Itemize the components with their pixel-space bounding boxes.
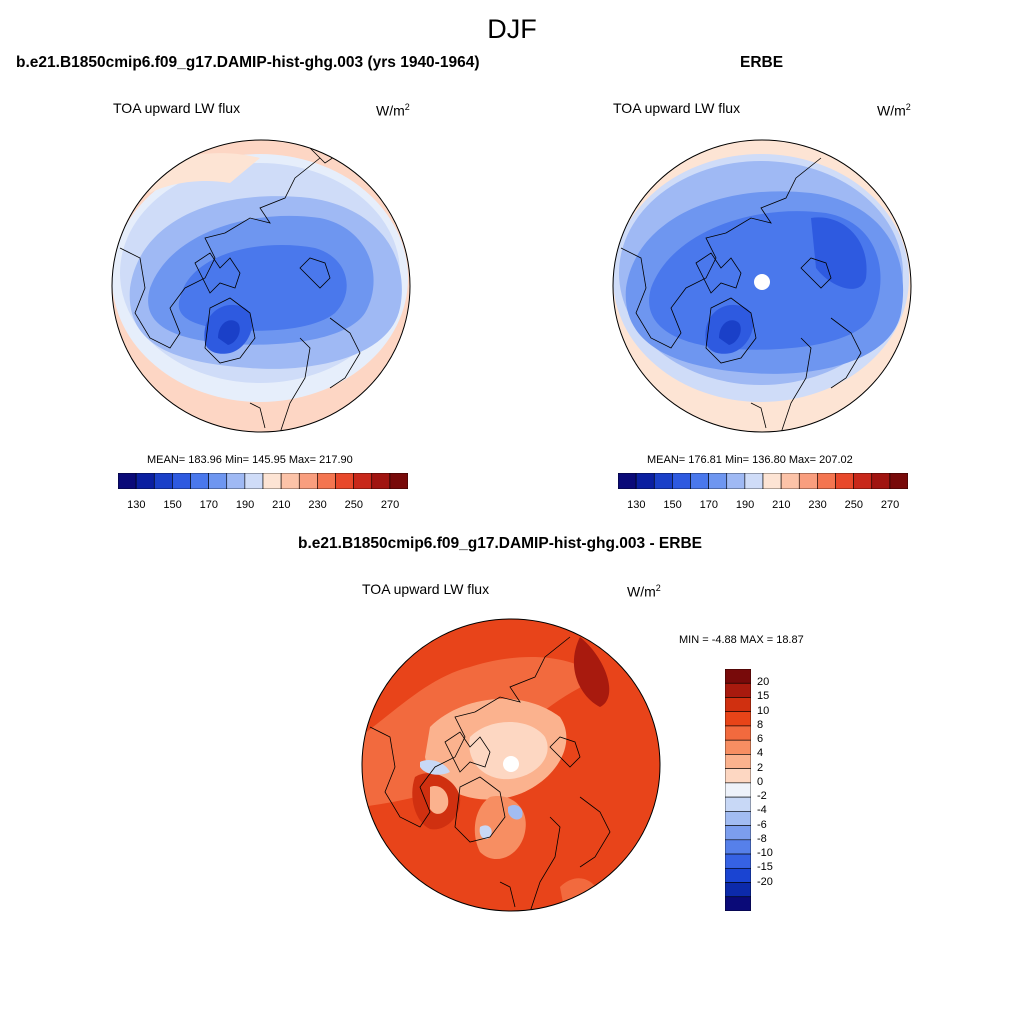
colorbar-swatch [762,472,782,490]
colorbar-swatch [298,472,318,490]
panel-1-units: W/m2 [376,102,410,119]
colorbar-tick-label: 190 [235,499,255,511]
colorbar-tick-label: 170 [699,499,718,511]
colorbar-swatch [725,796,751,812]
colorbar-swatch [725,811,751,826]
colorbar-swatch [798,472,818,490]
panel-2-subtitle: TOA upward LW flux [613,100,741,116]
colorbar-tick-label: 250 [344,499,363,511]
colorbar-swatch [135,472,155,490]
panel-1-title: b.e21.B1850cmip6.f09_g17.DAMIP-hist-ghg.… [16,54,480,71]
colorbar-tick-label: 10 [757,704,770,717]
colorbar-tick-label: 15 [757,690,770,703]
colorbar-swatch [153,472,173,490]
colorbar-swatch [871,472,891,490]
colorbar-swatch [725,768,751,784]
panel-1-stats: MEAN= 183.96 Min= 145.95 Max= 217.90 [147,454,353,466]
colorbar-tick-label: 230 [308,499,327,511]
panel-3-title: b.e21.B1850cmip6.f09_g17.DAMIP-hist-ghg.… [298,535,702,552]
panel-1-colorbar: 130 150 170 190 210 230 250 270 [117,472,409,511]
colorbar-swatch [725,839,751,855]
colorbar-swatch [117,472,137,490]
colorbar-tick-label: 2 [757,761,764,774]
panel-3-units: W/m2 [627,583,661,600]
colorbar-swatch [725,782,751,798]
colorbar-swatch [617,472,637,490]
colorbar-swatch [226,472,246,490]
colorbar-tick-label: 250 [844,499,863,511]
panel-3-subtitle: TOA upward LW flux [362,581,490,597]
colorbar-tick-label: -15 [757,861,773,874]
colorbar-swatch [726,472,746,490]
panel-2-map [612,139,912,433]
panel-1-subtitle: TOA upward LW flux [113,100,241,116]
panel-2-title: ERBE [740,54,784,71]
colorbar-swatch [817,472,836,490]
colorbar-tick-label: -8 [757,832,767,845]
colorbar-tick-label: -4 [757,804,767,817]
colorbar-swatch [725,853,751,869]
colorbar-tick-label: 6 [757,733,764,746]
panel-2-colorbar: 130 150 170 190 210 230 250 270 [617,472,909,511]
colorbar-tick-label: -10 [757,847,773,860]
colorbar-swatch [835,472,854,490]
colorbar-swatch [889,472,909,490]
colorbar-tick-label: -20 [757,875,773,888]
colorbar-tick-label: 230 [808,499,827,511]
colorbar-swatch [653,472,673,490]
panel-3-stats: MIN = -4.88 MAX = 18.87 [679,634,804,646]
panel-3-map [361,618,661,912]
colorbar-swatch [280,472,300,490]
colorbar-swatch [672,472,691,490]
colorbar-swatch [353,472,373,490]
colorbar-swatch [725,669,751,684]
colorbar-swatch [172,472,191,490]
colorbar-swatch [208,472,228,490]
colorbar-tick-label: 150 [163,499,182,511]
colorbar-tick-label: 0 [757,775,764,788]
colorbar-swatch [244,472,264,490]
panel-2-stats: MEAN= 176.81 Min= 136.80 Max= 207.02 [647,454,853,466]
main-title: DJF [487,14,537,44]
panel-2-units: W/m2 [877,102,911,119]
colorbar-swatch [725,697,751,713]
colorbar-tick-label: 130 [127,499,146,511]
colorbar-tick-label: 8 [757,718,764,731]
colorbar-swatch [725,896,751,911]
colorbar-swatch [853,472,873,490]
colorbar-tick-label: 270 [880,499,900,511]
colorbar-tick-label: 210 [772,499,791,511]
colorbar-swatch [725,739,751,755]
colorbar-swatch [780,472,800,490]
colorbar-swatch [725,867,751,883]
colorbar-swatch [725,882,751,898]
colorbar-swatch [725,725,751,741]
colorbar-swatch [725,754,751,769]
colorbar-swatch [335,472,354,490]
colorbar-tick-label: 170 [199,499,218,511]
colorbar-tick-label: 4 [757,747,764,760]
colorbar-tick-label: 150 [663,499,682,511]
colorbar-swatch [262,472,282,490]
panel-1-map [111,139,411,433]
colorbar-swatch [725,825,751,841]
colorbar-tick-label: 130 [627,499,646,511]
colorbar-swatch [744,472,764,490]
colorbar-tick-label: -6 [757,818,767,831]
colorbar-swatch [317,472,336,490]
colorbar-tick-label: 270 [380,499,400,511]
colorbar-swatch [725,682,751,698]
colorbar-swatch [690,472,709,490]
colorbar-swatch [389,472,409,490]
colorbar-swatch [635,472,655,490]
colorbar-tick-label: 20 [757,676,770,689]
colorbar-tick-label: 210 [272,499,291,511]
colorbar-swatch [708,472,728,490]
colorbar-swatch [725,711,751,727]
colorbar-tick-label: 190 [735,499,755,511]
colorbar-swatch [190,472,209,490]
colorbar-tick-label: -2 [757,790,767,803]
colorbar-swatch [371,472,391,490]
